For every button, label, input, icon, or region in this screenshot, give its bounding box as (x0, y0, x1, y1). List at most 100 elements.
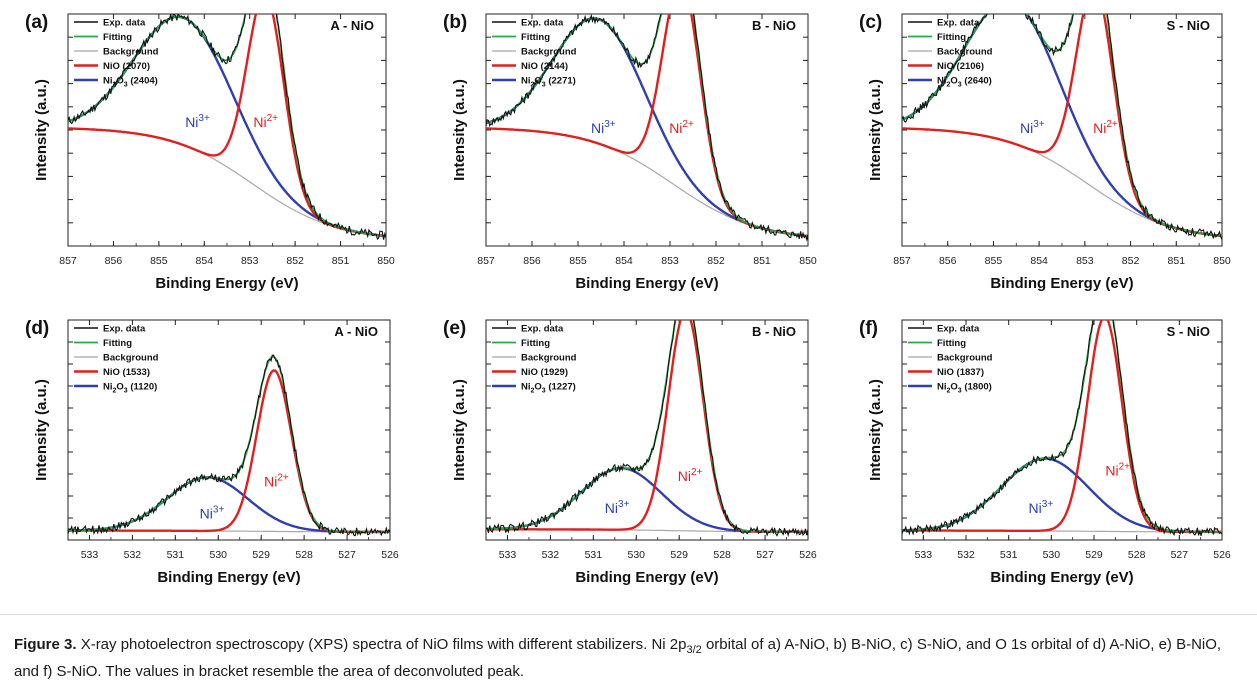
legend-entry: Fitting (103, 338, 132, 349)
legend-entry: Background (521, 353, 577, 364)
legend: Exp. data Fitting Background NiO (1929) Ni2O… (492, 324, 577, 395)
chart-panel-d: 533 532 531 530 529 528 527 526 Binding Energy (… (25, 318, 399, 586)
background-line (902, 127, 1222, 237)
exp-data-line (68, 354, 390, 537)
x-axis-label: Binding Energy (eV) (575, 569, 718, 586)
panel-title: S - NiO (1167, 324, 1210, 339)
x-tick-label: 857 (59, 255, 77, 267)
x-tick-label: 526 (1213, 549, 1231, 561)
legend-entry: Fitting (937, 338, 966, 349)
ni2-annotation: Ni2+ (1093, 119, 1118, 136)
legend-entry: Exp. data (521, 324, 564, 335)
x-tick-label: 850 (799, 255, 817, 267)
legend-entry: Exp. data (103, 324, 146, 335)
caption-label: Figure 3. (14, 636, 77, 653)
panel-letter: (c) (859, 12, 882, 33)
ni2-annotation: Ni2+ (669, 119, 694, 136)
legend-entry: Fitting (103, 32, 132, 43)
x-tick-label: 851 (1168, 255, 1186, 267)
legend-entry: NiO (2106) (937, 61, 984, 72)
chart-panel-e: 533 532 531 530 529 528 527 526 Binding Energy (… (443, 318, 817, 586)
x-axis-label: Binding Energy (eV) (157, 569, 300, 586)
x-tick-label: 852 (286, 255, 304, 267)
x-tick-label: 855 (150, 255, 168, 267)
legend-entry: Background (103, 353, 159, 364)
chart-panel-b: 857 856 855 854 853 852 851 850 Binding Energy (… (443, 12, 817, 292)
y-axis-label: Intensity (a.u.) (451, 379, 468, 481)
x-tick-label: 527 (338, 549, 356, 561)
legend-entry: Background (521, 47, 577, 58)
legend-entry: NiO (1929) (521, 367, 568, 378)
x-tick-label: 852 (707, 255, 725, 267)
caption-text: X-ray photoelectron spectroscopy (XPS) s… (14, 636, 1222, 680)
legend-entry: Ni2O3 (2271) (521, 76, 576, 89)
x-tick-label: 533 (499, 549, 517, 561)
legend-entry: Exp. data (103, 18, 146, 29)
y-axis-label: Intensity (a.u.) (33, 379, 50, 481)
curves (68, 14, 386, 241)
legend-entry: Fitting (937, 32, 966, 43)
figure-caption: Figure 3. X-ray photoelectron spectrosco… (14, 634, 1249, 683)
legend-entry: Background (937, 47, 993, 58)
x-tick-label: 528 (295, 549, 313, 561)
legend: Exp. data Fitting Background NiO (2070) Ni2O… (74, 18, 159, 89)
legend-entry: Fitting (521, 32, 550, 43)
ni2-annotation: Ni2+ (253, 113, 278, 130)
x-tick-label: 529 (252, 549, 270, 561)
y-axis-label: Intensity (a.u.) (867, 79, 884, 181)
x-tick-label: 857 (893, 255, 911, 267)
x-tick-label: 526 (381, 549, 399, 561)
nio-peak-line (902, 320, 1222, 534)
x-tick-label: 533 (81, 549, 99, 561)
legend-entry: Exp. data (937, 324, 980, 335)
x-tick-label: 856 (523, 255, 541, 267)
x-tick-label: 531 (585, 549, 603, 561)
legend-entry: Ni2O3 (2640) (937, 76, 992, 89)
x-tick-label: 851 (753, 255, 771, 267)
legend-entry: Ni2O3 (1227) (521, 382, 576, 395)
legend: Exp. data Fitting Background NiO (2144) Ni2O… (492, 18, 577, 89)
legend: Exp. data Fitting Background NiO (2106) Ni2O… (908, 18, 993, 89)
x-tick-label: 527 (1171, 549, 1189, 561)
x-tick-label: 854 (615, 255, 633, 267)
ni2-annotation: Ni2+ (264, 472, 289, 489)
legend-entry: Ni2O3 (2404) (103, 76, 158, 89)
ni2-annotation: Ni2+ (678, 467, 703, 484)
x-tick-label: 852 (1122, 255, 1140, 267)
curves (486, 14, 808, 242)
x-tick-label: 530 (628, 549, 646, 561)
panel-title: B - NiO (752, 324, 796, 339)
background-line (486, 127, 808, 237)
x-tick-label: 526 (799, 549, 817, 561)
panel-letter: (d) (25, 318, 49, 339)
panel-letter: (b) (443, 12, 467, 33)
x-tick-label: 855 (569, 255, 587, 267)
exp-data-line (68, 14, 386, 241)
panel-title: A - NiO (330, 18, 374, 33)
panel-title: A - NiO (334, 324, 378, 339)
y-axis-label: Intensity (a.u.) (867, 379, 884, 481)
x-tick-label: 529 (1085, 549, 1103, 561)
x-tick-label: 528 (713, 549, 731, 561)
panel-title: S - NiO (1167, 18, 1210, 33)
x-tick-label: 532 (957, 549, 975, 561)
y-axis-label: Intensity (a.u.) (33, 79, 50, 181)
x-tick-label: 855 (985, 255, 1003, 267)
chart-panel-c: 857 856 855 854 853 852 851 850 Binding Energy (… (859, 12, 1231, 292)
curves (902, 14, 1222, 240)
ni3-annotation: Ni3+ (1020, 119, 1045, 136)
curves (68, 354, 390, 537)
ni3-annotation: Ni3+ (185, 113, 210, 130)
ni2o3-peak-line (68, 476, 390, 534)
legend-entry: Exp. data (937, 18, 980, 29)
chart-panel-a: 857 856 855 854 853 852 851 850 Binding Energy (… (25, 12, 395, 292)
legend-entry: NiO (1837) (937, 367, 984, 378)
x-tick-label: 857 (477, 255, 495, 267)
x-tick-label: 851 (332, 255, 350, 267)
x-axis-label: Binding Energy (eV) (990, 569, 1133, 586)
legend-entry: Ni2O3 (1120) (103, 382, 157, 395)
legend-entry: Background (103, 47, 159, 58)
x-tick-label: 529 (670, 549, 688, 561)
x-tick-label: 533 (915, 549, 933, 561)
legend-entry: Exp. data (521, 18, 564, 29)
